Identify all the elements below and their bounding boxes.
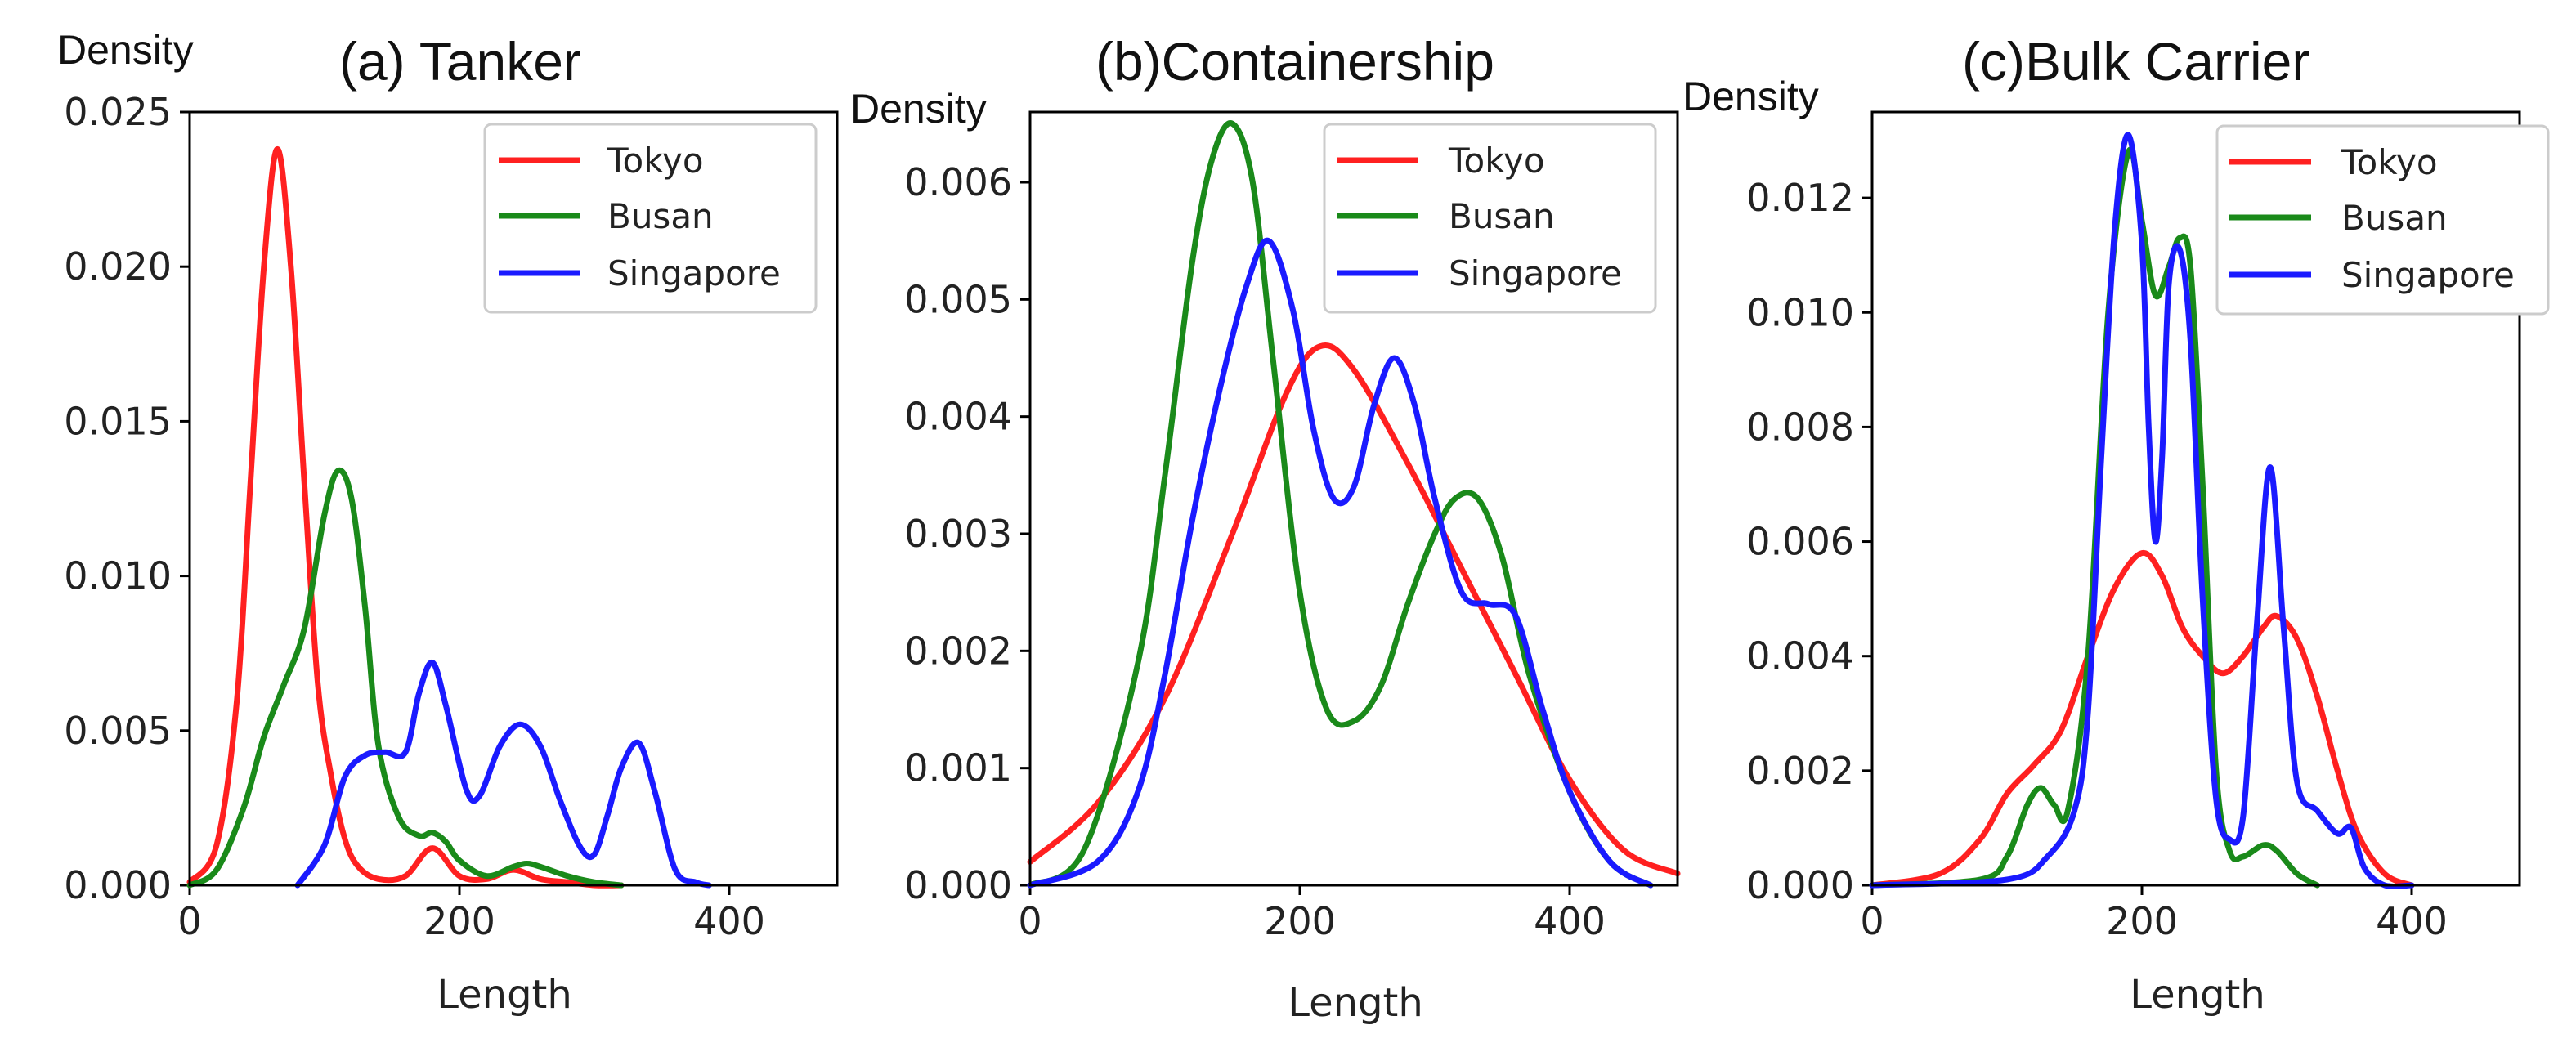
panel-b-ytick-label: 0.004 — [904, 395, 1012, 439]
panel-c-legend: Tokyo Busan Singapore — [2215, 124, 2550, 316]
panel-a-frame — [188, 110, 839, 887]
panel-a-ytick-label: 0.020 — [64, 244, 172, 289]
panel-c-xlabel: Length — [2130, 972, 2265, 1018]
panel-b-ylabel: Density — [850, 86, 987, 132]
panel-c-ylabel: Density — [1682, 74, 1819, 119]
panel-b-title: (b)Containership — [1095, 31, 1494, 92]
panel-a-ytick-label: 0.000 — [64, 863, 172, 907]
panel-b-ticks: 0 200 400 0.000 0.001 0.002 0.003 0.004 0.005 0.0… — [904, 160, 1606, 943]
panel-c-series — [1869, 132, 2415, 890]
panel-c-bulk-carrier: Density (c)Bulk Carrier 0 200 400 0.000 0.00… — [1682, 31, 2550, 1018]
panel-a-ytick-label: 0.015 — [64, 399, 172, 443]
panel-b-legend-label-singapore: Singapore — [1449, 253, 1622, 293]
panel-c-ytick-label: 0.010 — [1746, 290, 1854, 334]
panel-c-frame — [1870, 110, 2521, 887]
panel-c-legend-label-singapore: Singapore — [2341, 255, 2515, 295]
panel-b-xtick-label: 200 — [1264, 899, 1336, 943]
panel-c-ticks: 0 200 400 0.000 0.002 0.004 0.006 0.008 0.010 0.0… — [1746, 176, 2448, 943]
panel-b-xtick-label: 400 — [1534, 899, 1606, 943]
panel-a-title: (a) Tanker — [339, 31, 581, 92]
panel-a-ytick-label: 0.010 — [64, 554, 172, 598]
panel-b-ytick-label: 0.006 — [904, 160, 1012, 204]
panel-a-xlabel: Length — [437, 972, 572, 1018]
panel-a-tanker: Density (a) Tanker 0 200 400 0.000 0.005 0.01… — [57, 27, 839, 1018]
panel-b-legend-label-tokyo: Tokyo — [1448, 141, 1545, 181]
panel-a-series-singapore — [294, 660, 712, 889]
panel-c-ytick-label: 0.004 — [1746, 634, 1854, 678]
panel-c-legend-label-tokyo: Tokyo — [2341, 142, 2438, 182]
panel-b-series — [1027, 120, 1681, 889]
panel-b-frame — [1028, 110, 1679, 887]
panel-a-legend-box — [483, 123, 818, 314]
panel-b-legend-label-busan: Busan — [1449, 196, 1555, 236]
panel-b-ytick-label: 0.001 — [904, 746, 1012, 790]
panel-a-legend: Tokyo Busan Singapore — [483, 123, 818, 314]
panel-b-ytick-label: 0.005 — [904, 277, 1012, 321]
panel-b-series-tokyo — [1027, 342, 1681, 877]
panel-a-ytick-label: 0.025 — [64, 90, 172, 134]
panel-c-ytick-label: 0.006 — [1746, 520, 1854, 564]
panel-c-series-busan — [1869, 146, 2320, 889]
panel-a-legend-label-singapore: Singapore — [607, 253, 781, 293]
panel-c-title: (c)Bulk Carrier — [1962, 31, 2309, 92]
panel-c-xtick-label: 200 — [2106, 899, 2178, 943]
panel-b-legend-box — [1323, 123, 1657, 314]
panel-a-ytick-label: 0.005 — [64, 709, 172, 753]
panel-c-legend-box — [2215, 124, 2550, 316]
panel-c-legend-label-busan: Busan — [2341, 198, 2448, 238]
panel-b-legend: Tokyo Busan Singapore — [1323, 123, 1657, 314]
panel-b-xlabel: Length — [1288, 980, 1423, 1026]
panel-c-xtick-label: 0 — [1860, 899, 1884, 943]
panel-b-ytick-label: 0.003 — [904, 512, 1012, 556]
panel-a-legend-label-busan: Busan — [607, 196, 714, 236]
panel-c-series-tokyo — [1869, 549, 2415, 889]
panel-c-ytick-label: 0.008 — [1746, 405, 1854, 449]
panel-a-legend-label-tokyo: Tokyo — [607, 141, 704, 181]
panel-b-series-singapore — [1027, 237, 1654, 889]
panel-c-ytick-label: 0.012 — [1746, 176, 1854, 220]
panel-c-ytick-label: 0.000 — [1746, 863, 1854, 907]
panel-b-ytick-label: 0.000 — [904, 863, 1012, 907]
panel-c-series-singapore — [1869, 132, 2415, 890]
panel-a-ylabel: Density — [57, 27, 194, 73]
panel-b-xtick-label: 0 — [1018, 899, 1042, 943]
panel-a-ticks: 0 200 400 0.000 0.005 0.010 0.015 0.020 0.025 — [64, 90, 765, 943]
panel-b-ytick-label: 0.002 — [904, 629, 1012, 673]
panel-c-xtick-label: 400 — [2376, 899, 2448, 943]
panel-a-xtick-label: 200 — [423, 899, 495, 943]
panel-a-series — [186, 145, 712, 889]
panel-a-xtick-label: 0 — [177, 899, 201, 943]
panel-a-series-busan — [186, 467, 625, 889]
panel-b-containership: Density (b)Containership 0 200 400 0.000 0.0… — [850, 31, 1681, 1026]
panel-b-series-busan — [1027, 120, 1654, 889]
panel-c-ytick-label: 0.002 — [1746, 749, 1854, 793]
panel-a-xtick-label: 400 — [693, 899, 765, 943]
